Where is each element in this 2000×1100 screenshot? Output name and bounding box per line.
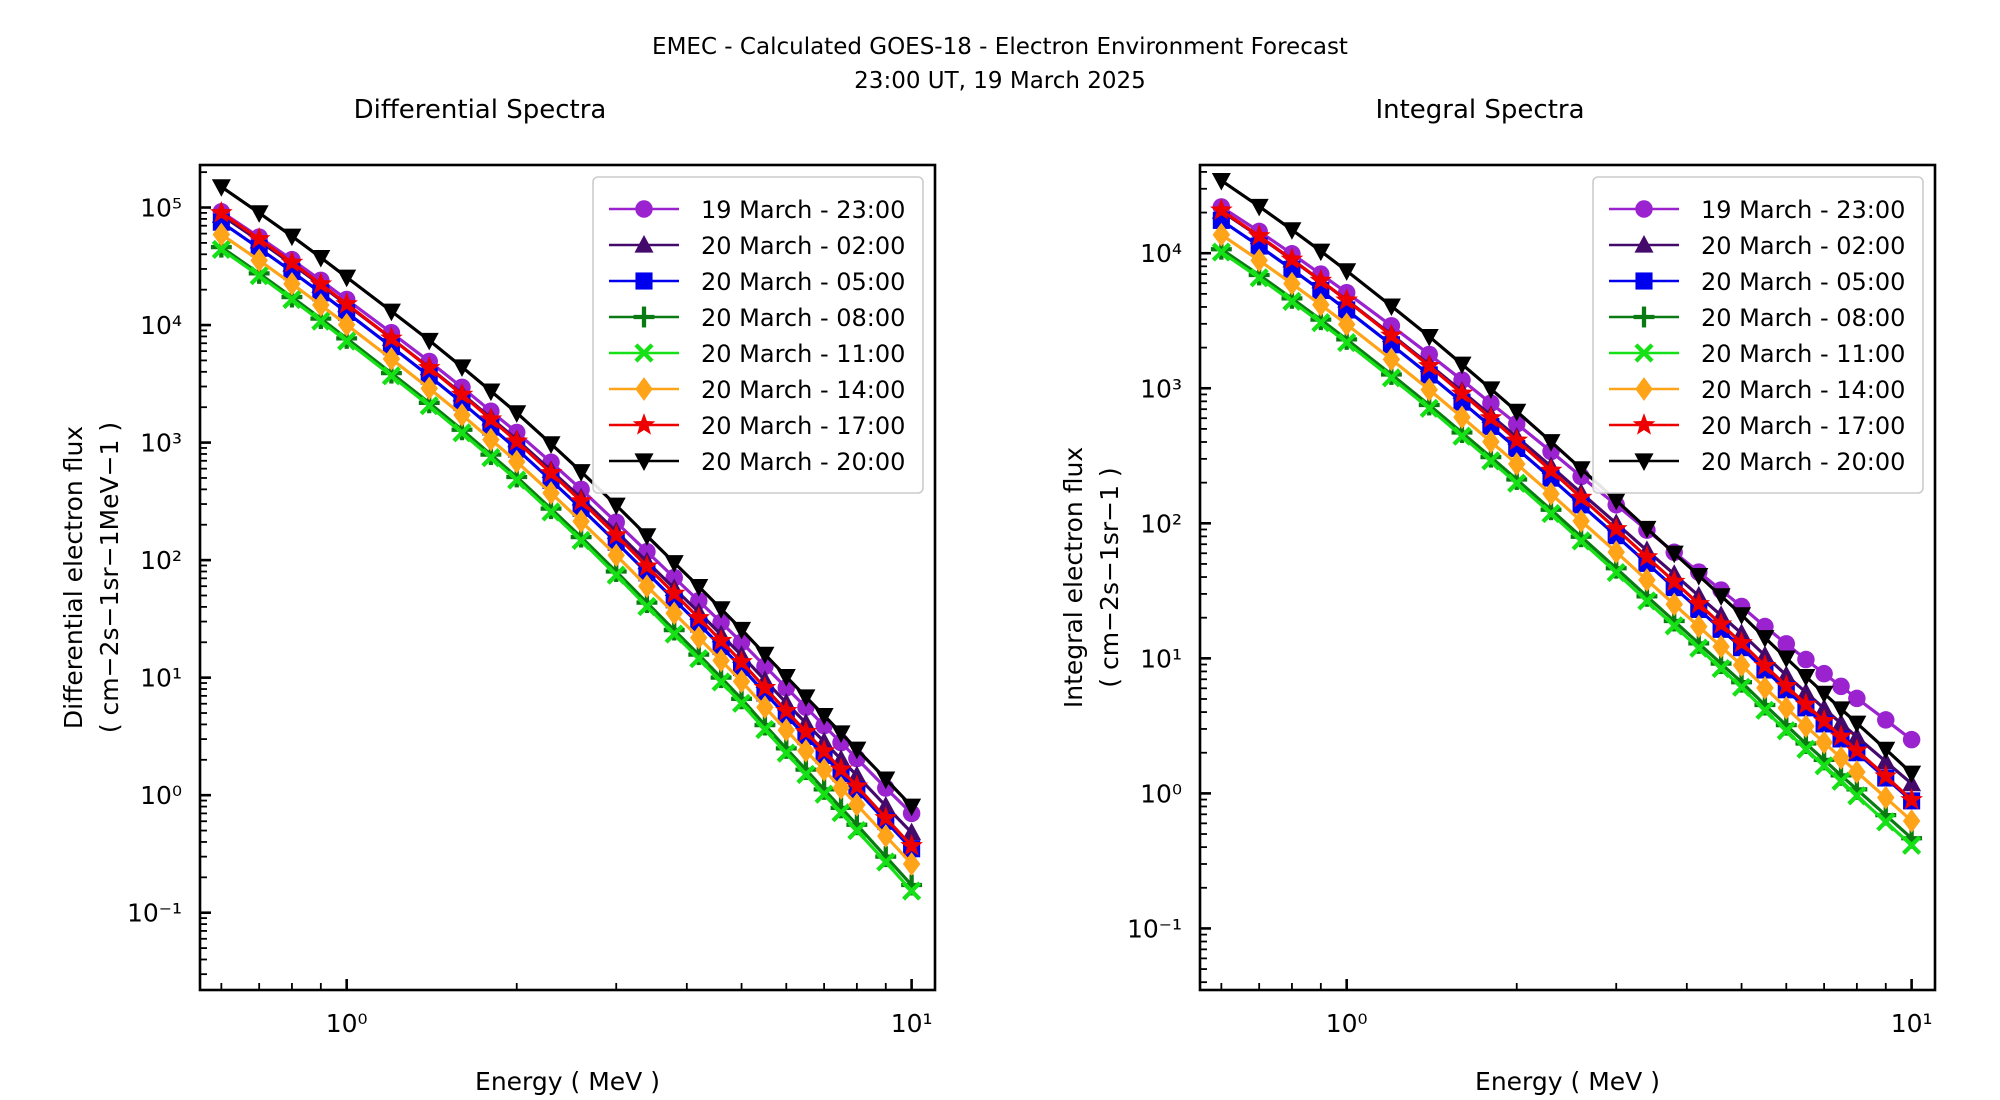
data-series [212,222,921,876]
legend-label: 20 March - 14:00 [1701,376,1905,404]
legend-marker-triangle-up-icon [634,235,654,253]
legend-entry[interactable]: 20 March - 05:00 [609,268,905,296]
legend[interactable]: 19 March - 23:00 20 March - 02:00 20 March… [592,176,924,494]
legend-marker-plus-icon [1633,306,1655,328]
plot-area-differential[interactable]: 10⁰ 10¹ 10⁻¹ 10⁰ 10¹ 10² 10³ 10⁴ 10⁵ Energy ( MeV… [0,0,1000,1096]
y-tick-label: 10³ [1140,374,1182,403]
x-tick-label: 10¹ [891,1009,933,1038]
y-tick-label: 10⁵ [140,194,182,223]
legend-entry[interactable]: 20 March - 17:00 [1609,412,1905,440]
legend-label: 20 March - 17:00 [701,412,905,440]
y-tick-label: 10⁴ [140,311,182,340]
y-tick-label: 10¹ [1140,644,1182,673]
series-group [1210,172,1923,855]
legend-entry[interactable]: 20 March - 14:00 [609,376,905,404]
x-tick-label: 10⁰ [326,1009,368,1038]
x-tick-label: 10⁰ [1326,1009,1368,1038]
plot-area-integral[interactable]: 10⁰ 10¹ 10⁻¹ 10⁰ 10¹ 10² 10³ 10⁴ Energy ( MeV ) I… [1000,0,2000,1096]
legend-label: 20 March - 20:00 [701,448,905,476]
legend-label: 20 March - 02:00 [701,232,905,260]
figure-suptitle: EMEC - Calculated GOES-18 - Electron Env… [0,30,2000,98]
legend-label: 20 March - 05:00 [1701,268,1905,296]
legend-marker-square-icon [635,272,653,290]
legend-entry[interactable]: 20 March - 14:00 [1609,376,1905,404]
y-tick-label: 10³ [140,429,182,458]
legend-marker-triangle-down-icon [1634,453,1654,471]
legend-marker-triangle-down-icon [634,453,654,471]
panel-differential-spectra: Differential Spectra 10⁰ 10¹ 10⁻¹ 10⁰ 10¹ 10²… [0,0,1000,1096]
y-axis-label-line-1: Integral electron flux [1059,447,1088,708]
legend-entry[interactable]: 20 March - 08:00 [1609,304,1905,332]
legend-marker-plus-icon [633,306,655,328]
data-series [1211,242,1922,855]
legend-label: 20 March - 14:00 [701,376,905,404]
legend-entry[interactable]: 20 March - 11:00 [1609,340,1905,368]
legend-label: 20 March - 11:00 [701,340,905,368]
y-tick-label: 10⁻¹ [127,899,182,928]
legend-marker-diamond-icon [1635,377,1653,401]
y-tick-label: 10⁻¹ [1127,914,1182,943]
data-series [211,179,922,817]
y-tick-label: 10⁰ [140,781,182,810]
legend-marker-star-icon [1632,413,1656,435]
legend-marker-circle-icon [635,200,653,218]
y-tick-label: 10⁰ [1140,779,1182,808]
legend-entry[interactable]: 20 March - 08:00 [609,304,905,332]
data-series [211,239,922,901]
data-series [1211,172,1922,784]
legend-label: 19 March - 23:00 [1701,196,1905,224]
legend-marker-triangle-up-icon [1634,235,1654,253]
suptitle-line-1: EMEC - Calculated GOES-18 - Electron Env… [652,34,1348,60]
legend[interactable]: 19 March - 23:00 20 March - 02:00 20 March… [1592,176,1924,494]
y-tick-label: 10² [140,546,182,575]
y-tick-label: 10² [1140,509,1182,538]
legend-entry[interactable]: 20 March - 20:00 [1609,448,1905,476]
data-series [1210,198,1923,810]
x-axis-label: Energy ( MeV ) [475,1067,660,1096]
legend-label: 19 March - 23:00 [701,196,905,224]
legend-label: 20 March - 05:00 [701,268,905,296]
legend-entry[interactable]: 20 March - 11:00 [609,340,905,368]
legend-marker-star-icon [632,413,656,435]
panel-integral-spectra: Integral Spectra 10⁰ 10¹ 10⁻¹ 10⁰ 10¹ 10² 10³ 1… [1000,0,2000,1100]
series-group [210,179,923,901]
legend-marker-square-icon [1635,272,1653,290]
x-axis-label: Energy ( MeV ) [1475,1067,1660,1096]
legend-entry[interactable]: 20 March - 02:00 [609,232,905,260]
legend-entry[interactable]: 20 March - 05:00 [1609,268,1905,296]
y-tick-label: 10⁴ [1140,239,1182,268]
data-series [1212,222,1921,833]
legend-entry[interactable]: 20 March - 02:00 [1609,232,1905,260]
legend-marker-circle-icon [1635,200,1653,218]
legend-label: 20 March - 20:00 [1701,448,1905,476]
y-axis-label-line-2: ( cm−2s−1sr−1MeV−1 ) [95,422,124,733]
legend-label: 20 March - 17:00 [1701,412,1905,440]
legend-entry[interactable]: 20 March - 20:00 [609,448,905,476]
y-tick-label: 10¹ [140,664,182,693]
legend-label: 20 March - 11:00 [1701,340,1905,368]
legend-label: 20 March - 02:00 [1701,232,1905,260]
legend-entry[interactable]: 20 March - 17:00 [609,412,905,440]
legend-marker-x-icon [1634,343,1654,363]
legend-entry[interactable]: 19 March - 23:00 [1609,196,1905,224]
legend-label: 20 March - 08:00 [1701,304,1905,332]
x-tick-label: 10¹ [1891,1009,1933,1038]
legend-marker-diamond-icon [635,377,653,401]
legend-label: 20 March - 08:00 [701,304,905,332]
y-axis-label-line-1: Differential electron flux [59,426,88,729]
legend-marker-x-icon [634,343,654,363]
panel-title-integral: Integral Spectra [1375,95,1585,125]
panel-title-differential: Differential Spectra [353,95,607,125]
data-series [210,201,923,856]
suptitle-line-2: 23:00 UT, 19 March 2025 [854,68,1146,94]
y-axis-label-line-2: ( cm−2s−1sr−1 ) [1095,467,1124,687]
legend-entry[interactable]: 19 March - 23:00 [609,196,905,224]
